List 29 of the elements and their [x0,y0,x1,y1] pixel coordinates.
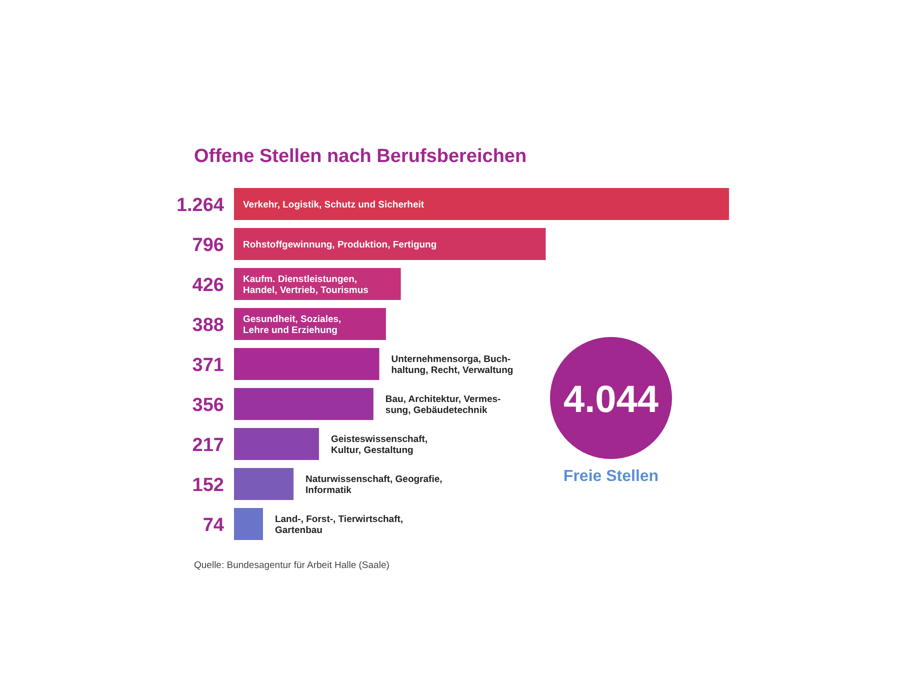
data-label: 371 [192,355,224,376]
y-tick-label: Unternehmensorga, Buch- haltung, Recht, Verwaltung [391,354,514,376]
bar [234,388,374,420]
chart-title: Offene Stellen nach Berufsbereichen [194,146,527,167]
y-tick-label: Bau, Architektur, Vermes- sung, Gebäudetechnik [385,394,501,416]
y-tick-label: Gesundheit, Soziales, Lehre und Erziehung [243,314,342,336]
bar [234,348,380,380]
data-label: 74 [202,515,224,536]
y-tick-label: Rohstoffgewinnung, Produktion, Fertigung [243,240,437,250]
y-tick-label: Kaufm. Dienstleistungen, Handel, Vertrieb, Tourismus [243,274,368,296]
annotation: Freie Stellen [563,468,659,485]
y-tick-label: Land-, Forst-, Tierwirtschaft, Gartenbau [274,514,404,536]
data-label: 426 [192,275,224,296]
data-label: 796 [192,235,224,256]
y-tick-label: Naturwissenschaft, Geografie, Informatik [306,474,442,496]
bar [234,228,546,260]
data-label: 356 [192,395,224,416]
y-tick-label: Verkehr, Logistik, Schutz und Sicherheit [243,200,425,210]
data-label: 152 [192,475,224,496]
data-label: 1.264 [176,195,224,216]
data-label: 217 [192,435,224,456]
source-note: Quelle: Bundesagentur für Arbeit Halle (Saale) [194,560,390,571]
bar [234,428,319,460]
annotation: 4.044 [563,379,659,421]
y-tick-label: Geisteswissenschaft, Kultur, Gestaltung [330,434,428,456]
data-label: 388 [192,315,224,336]
bar [234,188,729,220]
bar [234,508,263,540]
bar [234,468,294,500]
